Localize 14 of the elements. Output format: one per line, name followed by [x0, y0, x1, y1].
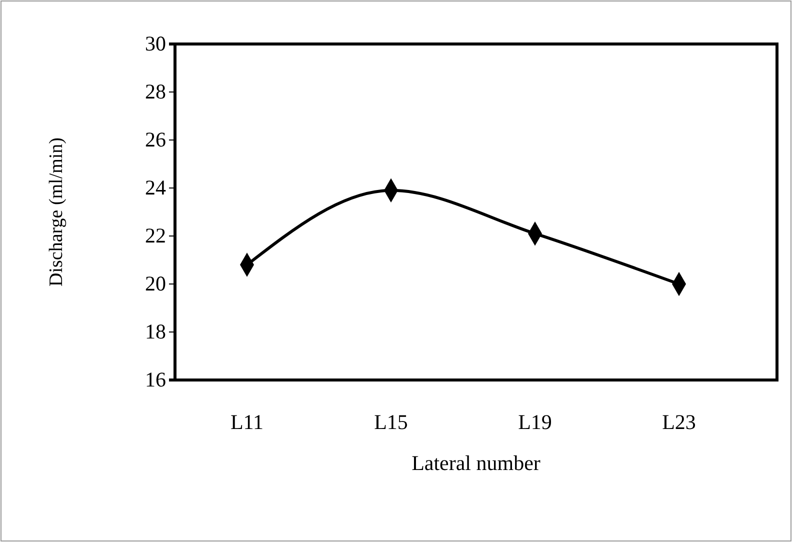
- x-axis-title: Lateral number: [412, 451, 540, 475]
- y-tick-label: 22: [145, 224, 166, 248]
- y-tick-label: 24: [145, 176, 166, 200]
- x-tick-label: L15: [374, 410, 408, 434]
- y-axis-title: Discharge (ml/min): [46, 138, 67, 286]
- y-tick-label: 26: [145, 128, 166, 152]
- y-tick-label: 28: [145, 80, 166, 104]
- x-tick-label: L23: [662, 410, 696, 434]
- x-tick-label: L11: [230, 410, 264, 434]
- y-tick-label: 16: [145, 368, 166, 392]
- y-tick-label: 18: [145, 320, 166, 344]
- x-tick-label: L19: [518, 410, 552, 434]
- y-tick-label: 20: [145, 272, 166, 296]
- y-tick-label: 30: [145, 32, 166, 56]
